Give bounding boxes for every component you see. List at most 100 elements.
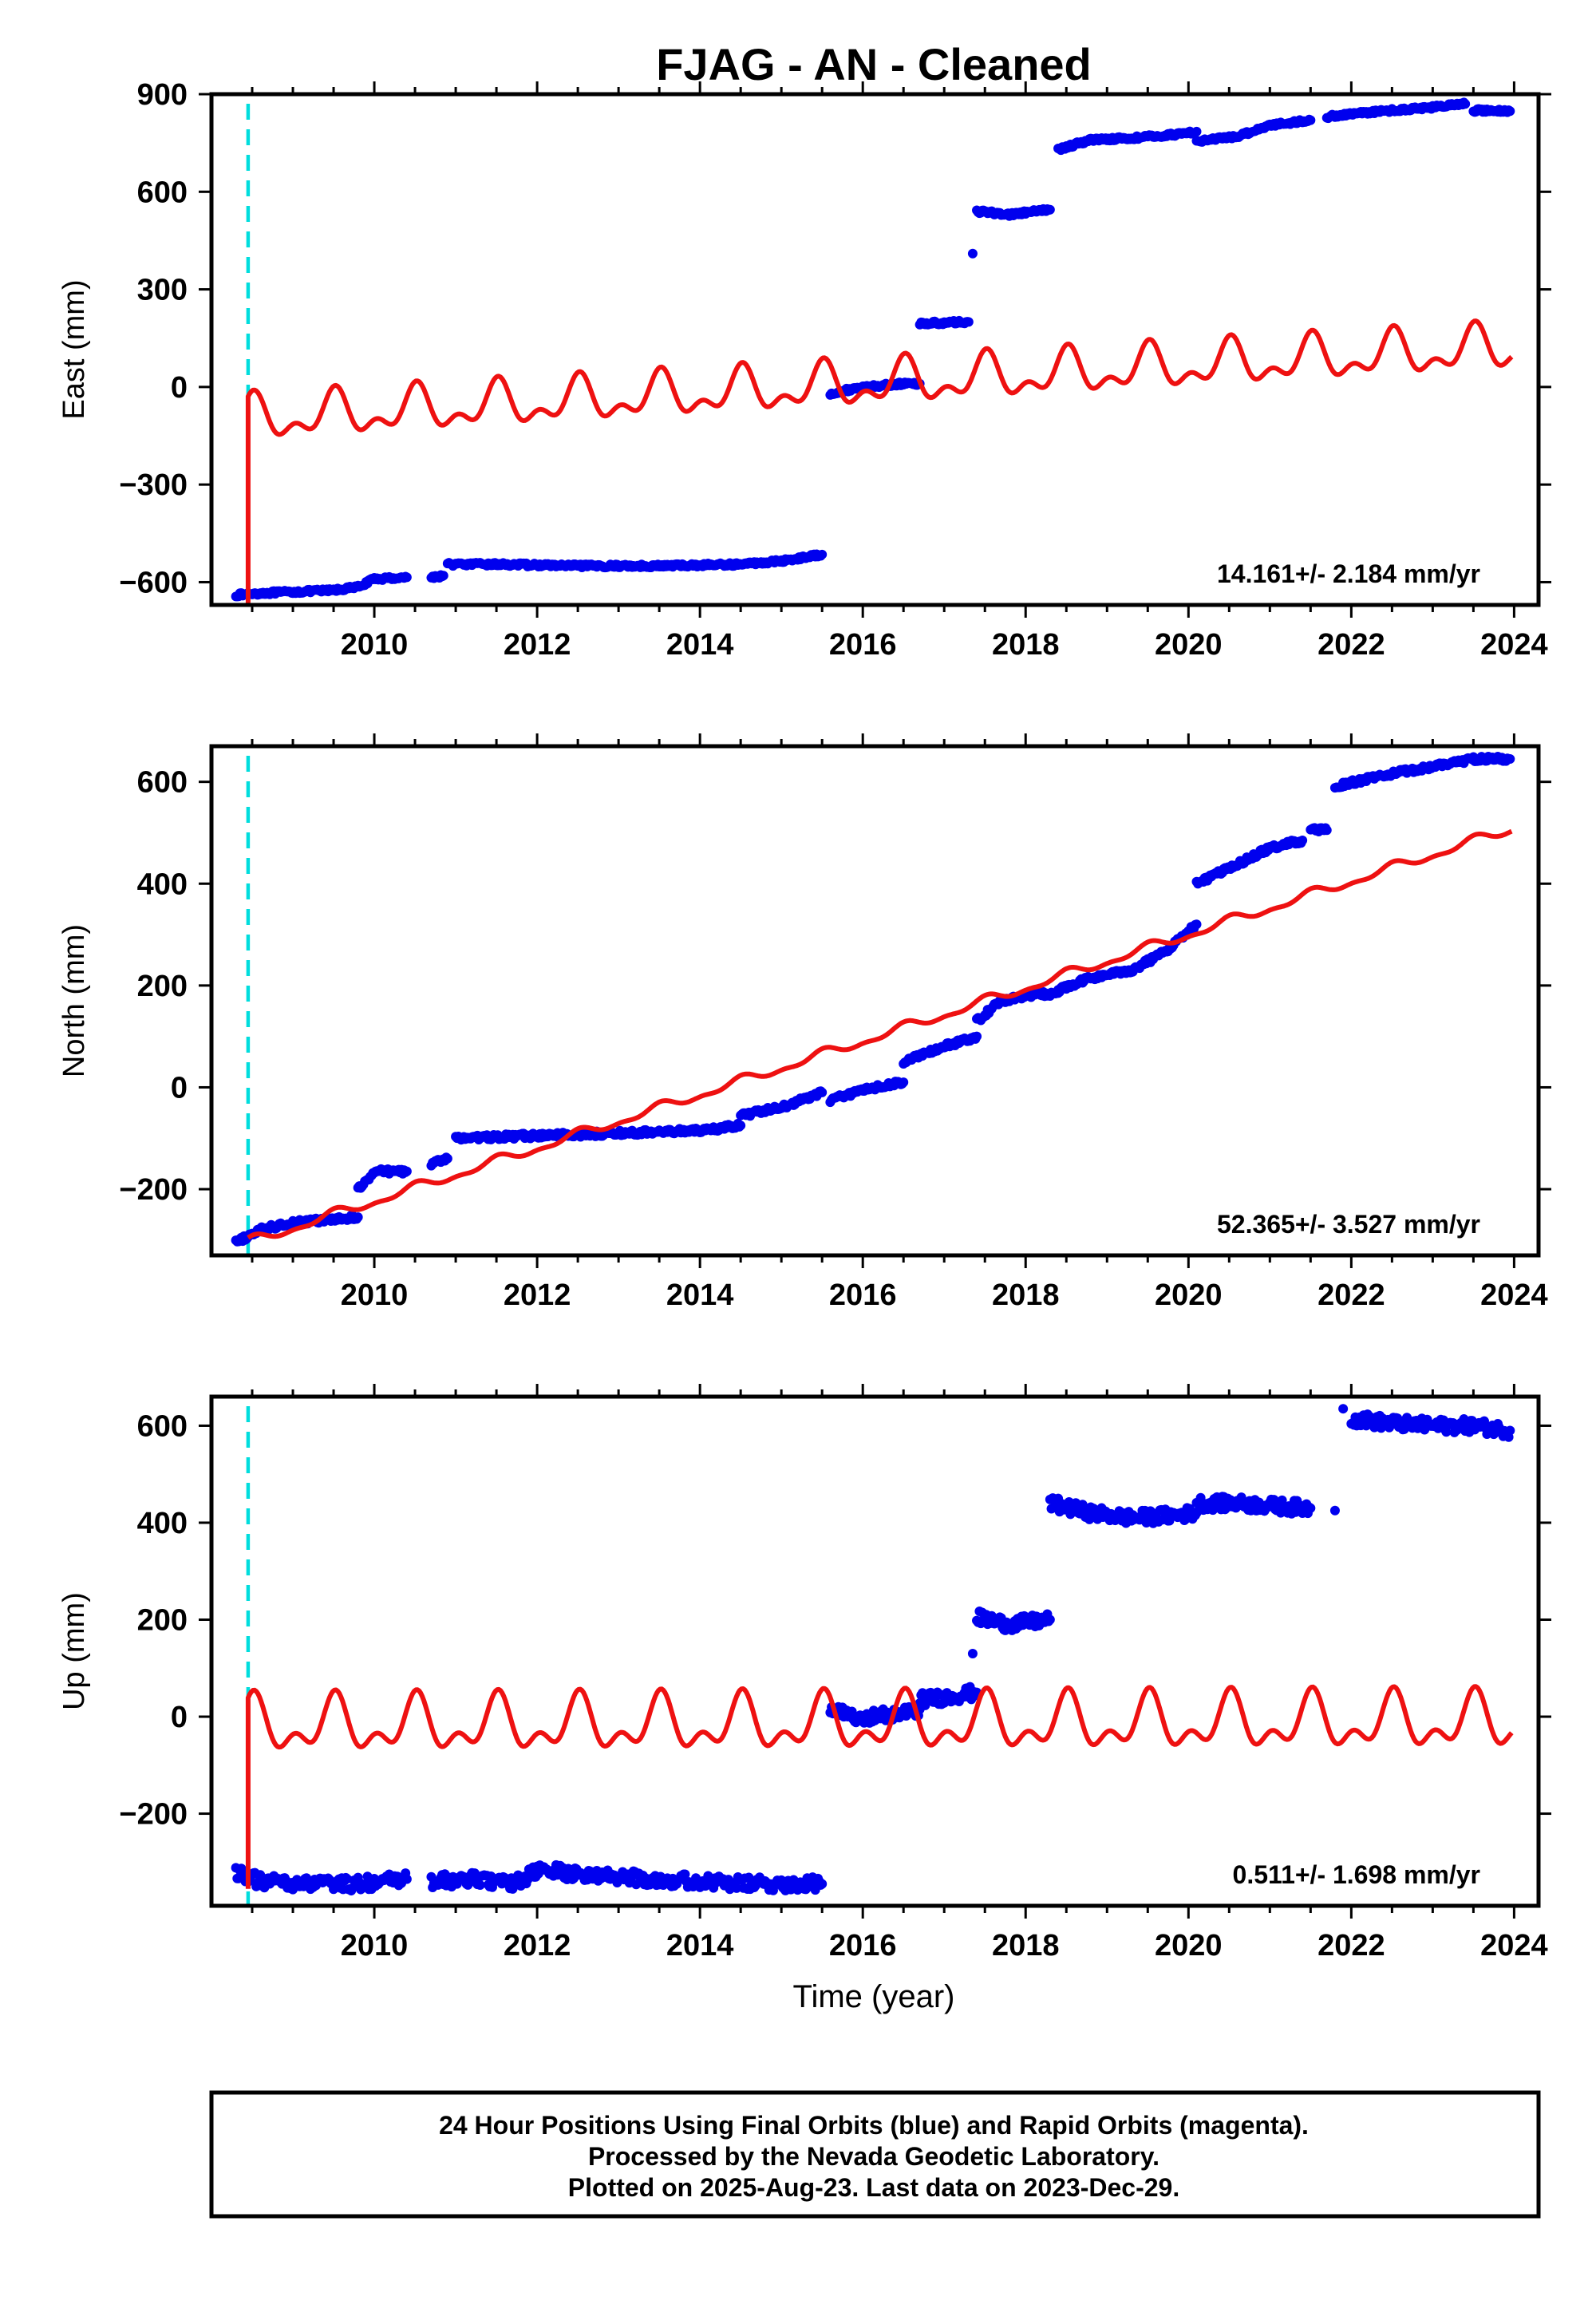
- x-tick-label: 2016: [829, 1929, 897, 1962]
- data-point: [899, 1077, 909, 1088]
- plot-frame: [209, 744, 1541, 1258]
- data-point: [972, 1031, 982, 1041]
- y-tick-label: −200: [119, 1798, 188, 1832]
- y-tick-label: 200: [137, 1604, 188, 1638]
- y-tick-label: 600: [137, 176, 188, 209]
- data-point: [963, 317, 974, 327]
- footer-box: [209, 2090, 1541, 2219]
- data-point: [1306, 1503, 1316, 1513]
- x-tick-label: 2010: [341, 628, 409, 662]
- rate-label: 14.161+/- 2.184 mm/yr: [1217, 559, 1480, 588]
- data-point: [353, 1212, 363, 1223]
- x-tick-label: 2020: [1155, 628, 1223, 662]
- north-panel: 2010 2012 2014 2016 2018 2020 2022 2024 600 400 20…: [57, 733, 1551, 1312]
- x-tick-label: 2024: [1480, 1929, 1548, 1962]
- x-tick-label: 2012: [504, 628, 571, 662]
- data-point: [1505, 1425, 1515, 1436]
- y-tick-label: −200: [119, 1173, 188, 1207]
- data-point: [817, 549, 828, 559]
- y-tick-label: 0: [171, 1701, 188, 1734]
- x-tick-label: 2012: [504, 1279, 571, 1312]
- model-curve: [247, 828, 1513, 1240]
- plot-frame: [209, 92, 1541, 607]
- data-point: [401, 1166, 412, 1176]
- y-tick-label: 400: [137, 1507, 188, 1540]
- y-tick-label: 400: [137, 868, 188, 901]
- data-point: [1045, 1614, 1055, 1625]
- data-point: [1321, 825, 1332, 836]
- x-tick-label: 2016: [829, 628, 897, 662]
- x-tick-label: 2016: [829, 1279, 897, 1312]
- x-tick-label: 2022: [1317, 1279, 1385, 1312]
- x-tick-label: 2018: [992, 1929, 1060, 1962]
- chart-title: FJAG - AN - Cleaned: [656, 39, 1092, 89]
- data-point: [401, 572, 412, 583]
- x-tick-label: 2012: [504, 1929, 571, 1962]
- data-points: [231, 97, 1515, 602]
- data-point: [1191, 919, 1202, 930]
- data-point: [817, 1087, 828, 1097]
- x-tick-label: 2010: [341, 1279, 409, 1312]
- x-tick-label: 2024: [1480, 1279, 1548, 1312]
- data-point: [1338, 1404, 1349, 1414]
- data-point: [1045, 204, 1055, 215]
- data-point: [1191, 126, 1202, 136]
- x-tick-label: 2014: [666, 1929, 734, 1962]
- data-points: [231, 751, 1515, 1247]
- data-point: [967, 1649, 978, 1659]
- data-point: [817, 1879, 828, 1889]
- data-point: [1298, 836, 1308, 846]
- plot-border: [209, 744, 1541, 1258]
- x-tick-label: 2010: [341, 1929, 409, 1962]
- model-curve: [245, 318, 1514, 603]
- y-tick-label: 600: [137, 766, 188, 800]
- plot-border: [209, 92, 1541, 607]
- y-tick-label: 0: [171, 1071, 188, 1105]
- data-point: [1329, 1505, 1340, 1516]
- x-tick-label: 2020: [1155, 1929, 1223, 1962]
- y-axis-label: East (mm): [57, 279, 91, 419]
- data-point: [736, 1120, 746, 1131]
- up-panel: 2010 2012 2014 2016 2018 2020 2022 2024 600 400 20…: [57, 1384, 1551, 1962]
- model-curve: [245, 1684, 1514, 1889]
- x-tick-label: 2014: [666, 628, 734, 662]
- y-tick-label: −300: [119, 468, 188, 502]
- rate-label: 52.365+/- 3.527 mm/yr: [1217, 1210, 1480, 1239]
- data-point: [475, 1880, 485, 1891]
- data-points: [231, 1404, 1515, 1896]
- y-axis-label: North (mm): [57, 924, 91, 1077]
- y-tick-label: 900: [137, 78, 188, 112]
- data-point: [1505, 753, 1515, 764]
- east-panel: 2010 2012 2014 2016 2018 2020 2022 2024 900 600 30…: [57, 78, 1551, 662]
- x-tick-label: 2018: [992, 1279, 1060, 1312]
- data-point: [1505, 106, 1515, 117]
- data-point: [401, 1874, 412, 1884]
- plot-frame: [209, 1394, 1541, 1908]
- x-tick-label: 2020: [1155, 1279, 1223, 1312]
- footer-line-3: Plotted on 2025-Aug-23. Last data on 202…: [568, 2173, 1179, 2202]
- plot-border: [209, 1394, 1541, 1908]
- data-point: [442, 1153, 452, 1164]
- y-tick-label: 200: [137, 970, 188, 1003]
- data-point: [438, 571, 448, 581]
- data-point: [1460, 99, 1471, 109]
- y-tick-label: −600: [119, 566, 188, 599]
- data-point: [1306, 115, 1316, 125]
- footer-line-2: Processed by the Nevada Geodetic Laborat…: [588, 2142, 1159, 2171]
- x-tick-label: 2022: [1317, 1929, 1385, 1962]
- y-axis-label: Up (mm): [57, 1592, 91, 1710]
- y-tick-label: 600: [137, 1409, 188, 1443]
- footer-line-1: 24 Hour Positions Using Final Orbits (bl…: [439, 2111, 1309, 2140]
- y-tick-label: 0: [171, 371, 188, 405]
- data-point: [680, 1869, 690, 1879]
- data-point: [732, 1883, 742, 1893]
- x-tick-label: 2022: [1317, 628, 1385, 662]
- x-tick-label: 2018: [992, 628, 1060, 662]
- data-point: [508, 1883, 518, 1894]
- y-tick-label: 300: [137, 274, 188, 307]
- x-tick-label: 2014: [666, 1279, 734, 1312]
- x-tick-label: 2024: [1480, 628, 1548, 662]
- data-point: [967, 248, 978, 259]
- x-axis-label: Time (year): [793, 1979, 955, 2014]
